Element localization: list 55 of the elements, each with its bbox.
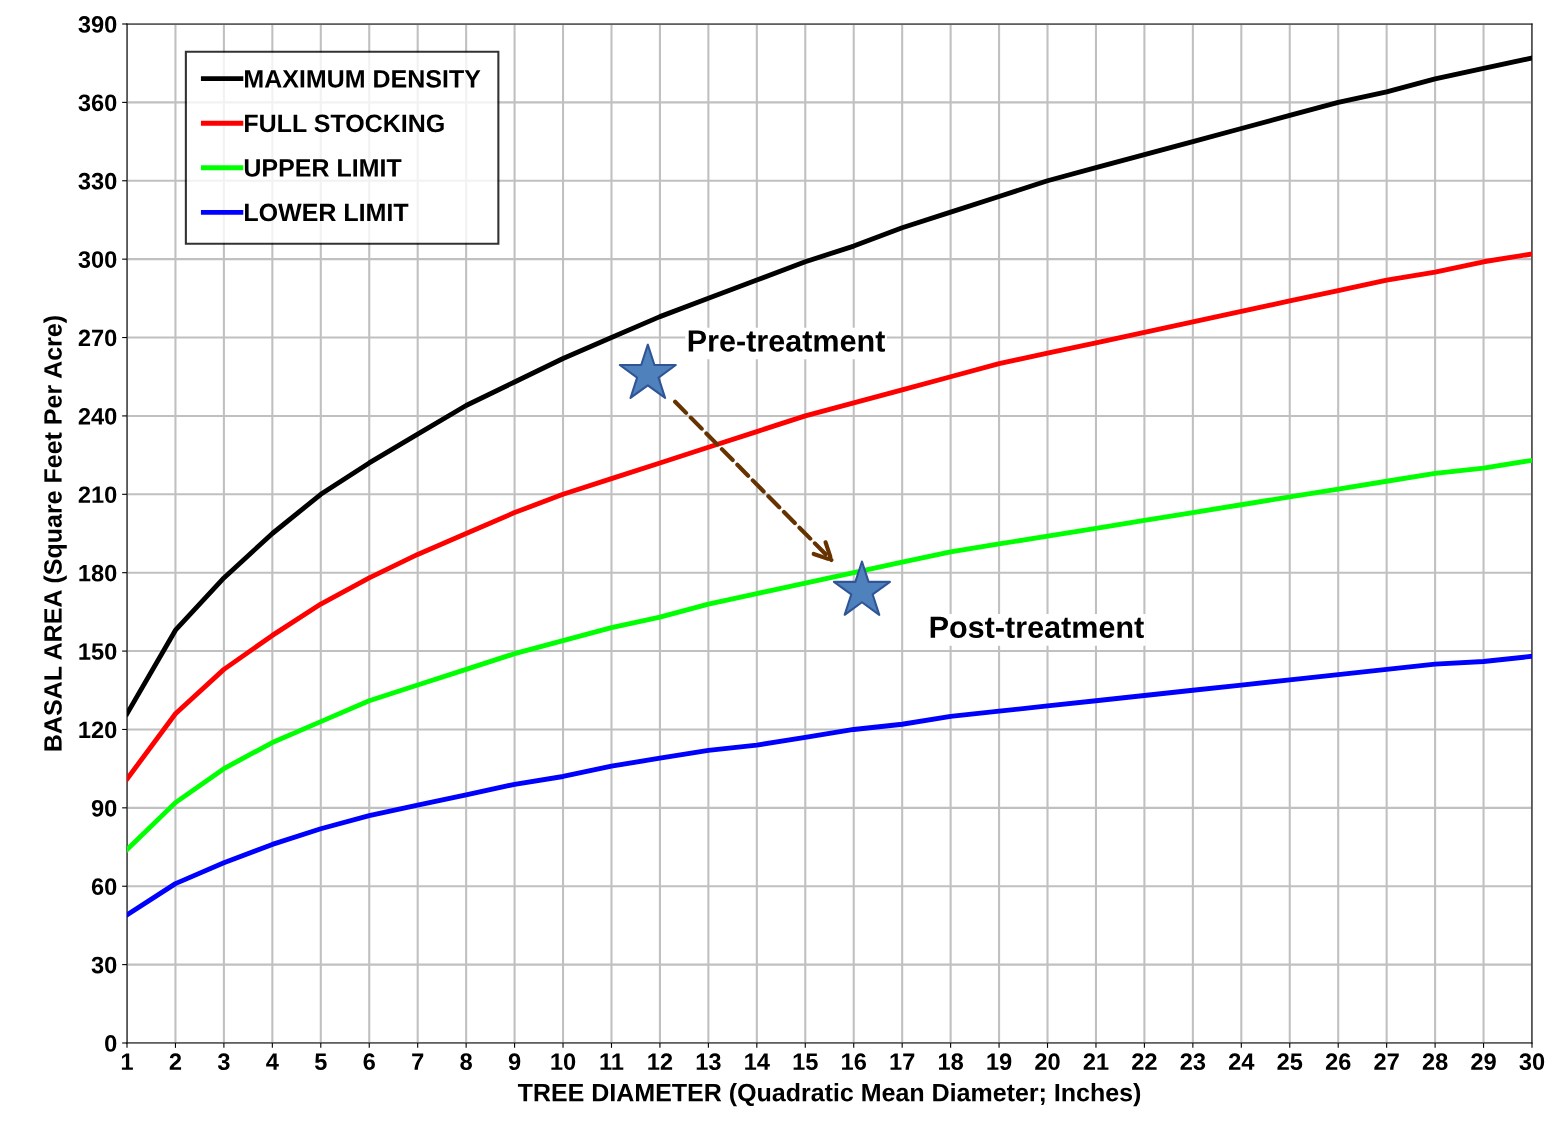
legend-label: LOWER LIMIT <box>245 203 409 222</box>
y-tick-label: 90 <box>91 799 117 817</box>
x-tick-label: 11 <box>600 1053 624 1070</box>
x-tick-label: 22 <box>1132 1053 1157 1070</box>
y-tick-label: 390 <box>78 16 117 33</box>
x-tick-label: 6 <box>363 1053 375 1071</box>
x-tick-label: 21 <box>1083 1053 1109 1070</box>
y-tick-label: 210 <box>78 486 117 504</box>
y-tick-label: 330 <box>78 172 117 190</box>
y-tick-label: 360 <box>78 94 117 112</box>
annotation: Post-treatment <box>930 616 1144 639</box>
y-tick-label: 180 <box>79 564 117 582</box>
legend-label: MAXIMUM DENSITY <box>245 69 481 88</box>
x-tick-label: 24 <box>1229 1053 1255 1070</box>
x-tick-label: 19 <box>987 1053 1012 1071</box>
legend-label: FULL STOCKING <box>245 114 444 133</box>
x-tick-label: 27 <box>1374 1053 1399 1070</box>
x-tick-label: 29 <box>1471 1053 1496 1071</box>
y-tick-label: 60 <box>91 878 117 896</box>
x-axis-title: TREE DIAMETER (Quadratic Mean Diameter; Inches) <box>517 1083 1141 1107</box>
x-tick-label: 25 <box>1277 1053 1303 1071</box>
x-tick-label: 7 <box>412 1053 424 1070</box>
y-tick-label: 30 <box>91 956 117 974</box>
x-tick-label: 28 <box>1422 1053 1448 1071</box>
x-tick-label: 4 <box>266 1053 279 1070</box>
x-tick-label: 2 <box>169 1053 182 1070</box>
x-tick-label: 5 <box>314 1053 327 1071</box>
y-tick-label: 120 <box>79 721 117 739</box>
y-tick-label: 0 <box>105 1035 117 1052</box>
x-tick-label: 14 <box>745 1053 770 1070</box>
x-tick-label: 8 <box>460 1053 472 1071</box>
x-tick-label: 17 <box>890 1053 915 1070</box>
line-series <box>127 653 1532 918</box>
x-tick-label: 30 <box>1519 1053 1545 1071</box>
x-tick-label: 20 <box>1035 1053 1060 1071</box>
line-series <box>127 251 1532 782</box>
x-tick-label: 1 <box>121 1053 133 1070</box>
x-tick-label: 9 <box>508 1053 521 1071</box>
legend-label: UPPER LIMIT <box>244 159 402 177</box>
x-tick-label: 13 <box>696 1053 721 1071</box>
x-tick-label: 10 <box>551 1053 576 1071</box>
x-tick-label: 12 <box>648 1053 673 1070</box>
x-tick-label: 23 <box>1180 1053 1206 1071</box>
x-tick-label: 15 <box>793 1053 818 1071</box>
x-tick-label: 3 <box>217 1053 230 1071</box>
annotation: Pre-treatment <box>688 330 886 352</box>
y-tick-label: 150 <box>79 643 117 660</box>
x-tick-label: 16 <box>842 1053 866 1071</box>
y-axis-title: BASAL AREA (Square Feet Per Acre) <box>43 316 67 751</box>
line-series <box>127 457 1532 853</box>
x-tick-label: 26 <box>1325 1053 1351 1071</box>
y-tick-label: 240 <box>78 407 117 425</box>
x-tick-label: 18 <box>938 1053 964 1071</box>
y-tick-label: 300 <box>78 251 117 268</box>
y-tick-label: 270 <box>78 329 117 347</box>
